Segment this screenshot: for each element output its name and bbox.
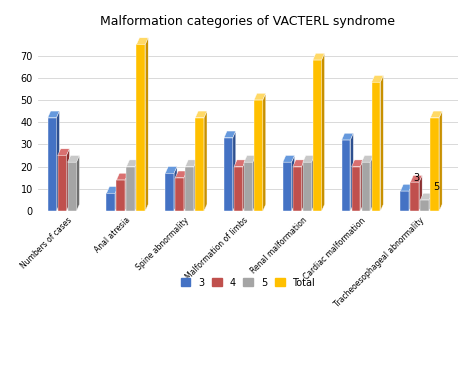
Polygon shape [116,173,128,180]
Polygon shape [361,162,370,211]
Polygon shape [372,75,383,82]
Polygon shape [380,75,383,211]
Polygon shape [175,171,187,178]
Polygon shape [411,176,422,182]
Polygon shape [185,160,197,166]
Polygon shape [126,160,138,166]
Polygon shape [293,160,305,166]
Polygon shape [439,111,442,211]
Polygon shape [342,133,353,140]
Polygon shape [67,149,70,211]
Polygon shape [204,111,207,211]
Polygon shape [243,160,246,211]
Polygon shape [293,166,302,211]
Polygon shape [312,155,315,211]
Polygon shape [57,111,60,211]
Polygon shape [292,155,295,211]
Polygon shape [322,53,324,211]
Polygon shape [224,138,233,211]
Polygon shape [125,173,128,211]
Polygon shape [184,171,187,211]
Polygon shape [254,93,266,100]
Polygon shape [68,162,77,211]
Polygon shape [409,184,412,211]
Polygon shape [313,53,324,60]
Polygon shape [430,118,439,211]
Polygon shape [195,118,204,211]
Polygon shape [302,160,305,211]
Legend: 3, 4, 5, Total: 3, 4, 5, Total [177,274,319,291]
Polygon shape [233,131,236,211]
Polygon shape [58,149,70,155]
Polygon shape [420,193,432,200]
Polygon shape [283,155,295,162]
Polygon shape [165,173,174,211]
Polygon shape [234,166,243,211]
Polygon shape [342,140,350,211]
Polygon shape [115,187,118,211]
Polygon shape [106,193,115,211]
Polygon shape [68,155,79,162]
Polygon shape [430,111,442,118]
Polygon shape [400,184,412,191]
Polygon shape [137,38,148,45]
Polygon shape [224,131,236,138]
Polygon shape [303,155,315,162]
Polygon shape [116,180,125,211]
Polygon shape [400,191,409,211]
Polygon shape [253,155,256,211]
Polygon shape [234,160,246,166]
Polygon shape [145,38,148,211]
Polygon shape [419,176,422,211]
Polygon shape [106,187,118,193]
Polygon shape [165,166,177,173]
Polygon shape [48,118,57,211]
Polygon shape [370,155,373,211]
Polygon shape [411,182,419,211]
Polygon shape [263,93,266,211]
Polygon shape [372,82,380,211]
Polygon shape [361,155,373,162]
Text: 3: 3 [413,173,420,183]
Polygon shape [135,160,138,211]
Polygon shape [137,45,145,211]
Title: Malformation categories of VACTERL syndrome: Malformation categories of VACTERL syndr… [100,15,395,28]
Polygon shape [351,166,360,211]
Polygon shape [126,166,135,211]
Polygon shape [283,162,292,211]
Polygon shape [303,162,312,211]
Polygon shape [174,166,177,211]
Polygon shape [77,155,79,211]
Polygon shape [360,160,363,211]
Polygon shape [351,160,363,166]
Polygon shape [350,133,353,211]
Polygon shape [244,162,253,211]
Polygon shape [420,200,429,211]
Polygon shape [175,178,184,211]
Polygon shape [244,155,256,162]
Polygon shape [48,111,60,118]
Polygon shape [254,100,263,211]
Polygon shape [185,166,194,211]
Polygon shape [194,160,197,211]
Text: 5: 5 [433,182,439,192]
Polygon shape [429,193,432,211]
Polygon shape [195,111,207,118]
Polygon shape [313,60,322,211]
Polygon shape [58,155,67,211]
